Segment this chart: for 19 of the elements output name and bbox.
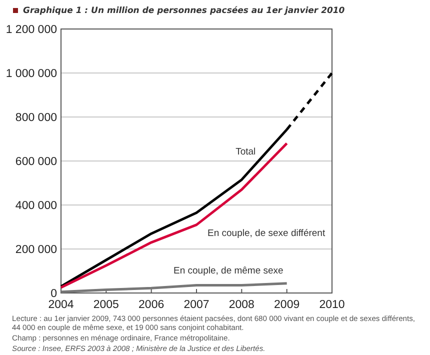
x-tick-label: 2005 [93, 299, 119, 311]
y-tick-label: 200 000 [15, 244, 57, 256]
x-tick-label: 2010 [319, 299, 345, 311]
y-tick-label: 800 000 [15, 112, 57, 124]
x-tick-label: 2004 [48, 299, 74, 311]
x-tick-label: 2008 [228, 299, 254, 311]
y-tick-label: 1 200 000 [6, 24, 57, 36]
x-tick-label: 2007 [184, 299, 210, 311]
x-tick-label: 2009 [274, 299, 300, 311]
y-tick-label: 600 000 [15, 156, 57, 168]
y-tick-label: 400 000 [15, 200, 57, 212]
series-label: En couple, de même sexe [174, 265, 284, 276]
line-series [60, 282, 288, 294]
chart-title: Graphique 1 : Un million de personnes pacsées au 1er janvier 2010 [23, 6, 345, 16]
y-tick-label: 1 000 000 [6, 68, 57, 80]
y-tick-label: 0 [50, 288, 57, 300]
series-label: En couple, de sexe différent [208, 228, 326, 239]
x-tick-label: 2006 [138, 299, 164, 311]
series-label: Total [236, 146, 256, 158]
